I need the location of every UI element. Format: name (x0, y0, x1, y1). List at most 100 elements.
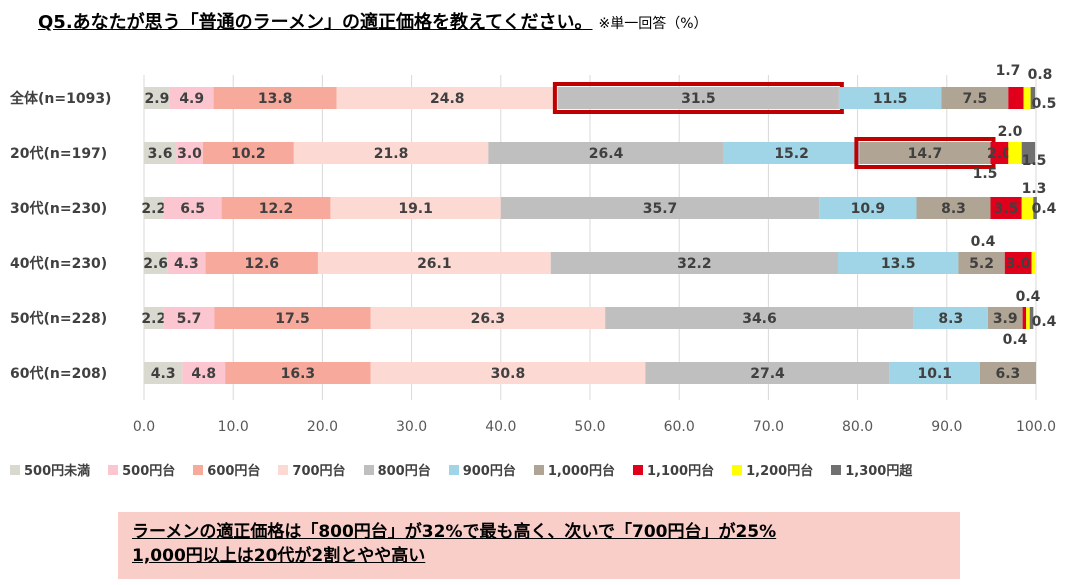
bar-segment (221, 197, 331, 219)
bar-segment (1021, 197, 1034, 219)
bar-segment (990, 142, 1009, 164)
summary-line-1: ラーメンの適正価格は「800円台」が32%で最も高く、次いで「700円台」が25… (132, 522, 777, 542)
data-label: 2.2 (141, 311, 166, 327)
legend-item: 500円台 (108, 460, 175, 479)
data-label: 2.0 (987, 146, 1012, 162)
chart-legend: 500円未満 500円台 600円台 700円台 800円台 900円台 1,000円台 1,… (10, 460, 912, 479)
legend-label: 600円台 (207, 464, 261, 479)
data-label: 14.7 (908, 146, 943, 162)
legend-item: 1,200円台 (732, 460, 813, 479)
data-label: 27.4 (750, 366, 785, 382)
bar-segment (1029, 307, 1034, 329)
legend-swatch (831, 464, 842, 475)
summary-box: ラーメンの適正価格は「800円台」が32%で最も高く、次いで「700円台」が25… (118, 512, 960, 579)
bar-segment (370, 307, 606, 329)
bar-segment (330, 197, 501, 219)
bar-segment (144, 87, 170, 109)
bar-segment (838, 87, 942, 109)
outer-data-label: 2.0 (998, 124, 1023, 140)
legend-item: 1,000円台 (533, 460, 615, 479)
x-tick-label: 20.0 (307, 419, 338, 435)
bar-segment (202, 142, 294, 164)
bar-segment (605, 307, 914, 329)
outer-data-label: 0.5 (1032, 96, 1057, 112)
outer-data-label: 0.4 (1032, 314, 1057, 330)
data-label: 12.2 (259, 201, 294, 217)
legend-item: 900円台 (448, 460, 516, 479)
bar-segment (167, 252, 206, 274)
outer-data-label: 0.4 (971, 234, 996, 250)
x-tick-label: 40.0 (485, 419, 516, 435)
bar-segment (176, 142, 203, 164)
bar-segment (1030, 87, 1036, 109)
x-tick-label: 30.0 (396, 419, 427, 435)
chart-title: Q5.あなたが思う「普通のラーメン」の適正価格を教えてください。 ※単一回答（%） (38, 8, 708, 34)
outer-data-label: 0.8 (1028, 67, 1053, 83)
data-label: 10.2 (231, 146, 266, 162)
bar-segment (213, 87, 337, 109)
bar-segment (144, 362, 183, 384)
bar-segment (645, 362, 890, 384)
legend-label: 700円台 (292, 464, 346, 479)
chart-subtitle: ※単一回答（%） (598, 16, 708, 32)
bar-segment (1004, 252, 1032, 274)
bar-segment (370, 362, 646, 384)
bar-segment (941, 87, 1009, 109)
outer-data-label: 0.4 (1032, 201, 1057, 217)
bar-segment (144, 307, 164, 329)
data-label: 4.9 (179, 91, 204, 107)
bar-segment (500, 197, 820, 219)
data-label: 31.5 (681, 91, 716, 107)
data-label: 15.2 (774, 146, 809, 162)
data-label: 8.3 (941, 201, 966, 217)
bar-segment (336, 87, 558, 109)
data-label: 3.9 (993, 311, 1018, 327)
bar-segment (859, 142, 991, 164)
data-label: 5.7 (177, 311, 202, 327)
data-label: 4.8 (191, 366, 216, 382)
legend-swatch (632, 464, 643, 475)
bar-segment (1008, 87, 1024, 109)
outer-data-label: 1.7 (996, 63, 1021, 79)
bar-segment (163, 197, 222, 219)
data-label: 2.2 (141, 201, 166, 217)
category-label: 40代(n=230) (10, 255, 107, 272)
x-tick-label: 90.0 (931, 419, 962, 435)
legend-swatch (10, 464, 20, 475)
legend-item: 1,100円台 (632, 460, 714, 479)
legend-item: 500円未満 (10, 460, 90, 479)
legend-label: 500円未満 (24, 464, 91, 479)
bar-segment (293, 142, 489, 164)
data-label: 13.5 (881, 256, 916, 272)
x-tick-label: 50.0 (574, 419, 605, 435)
data-label: 2.9 (145, 91, 170, 107)
legend-swatch (363, 464, 374, 475)
bar-segment (1022, 307, 1027, 329)
bar-segment (1026, 307, 1030, 329)
bar-segment (837, 252, 959, 274)
bar-segment (723, 142, 860, 164)
bar-segment (1031, 252, 1036, 274)
data-label: 4.3 (151, 366, 176, 382)
bar-segment (1023, 87, 1031, 109)
category-label: 50代(n=228) (10, 310, 107, 327)
x-tick-label: 0.0 (133, 419, 155, 435)
bar-segment (1033, 197, 1037, 219)
bar-segment (819, 197, 917, 219)
data-label: 26.4 (589, 146, 624, 162)
bar-segment (979, 362, 1036, 384)
data-label: 12.6 (244, 256, 279, 272)
bar-segment (913, 307, 988, 329)
bar-segment (144, 142, 177, 164)
bar-segment (987, 307, 1023, 329)
data-label: 17.5 (275, 311, 310, 327)
bar-segment (550, 252, 838, 274)
legend-item: 1,300円超 (831, 460, 912, 479)
legend-label: 1,000円台 (547, 464, 615, 479)
data-label: 16.3 (281, 366, 316, 382)
legend-swatch (732, 464, 743, 475)
legend-item: 700円台 (278, 460, 346, 479)
legend-item: 600円台 (193, 460, 260, 479)
bar-segment (169, 87, 214, 109)
legend-swatch (278, 464, 289, 475)
